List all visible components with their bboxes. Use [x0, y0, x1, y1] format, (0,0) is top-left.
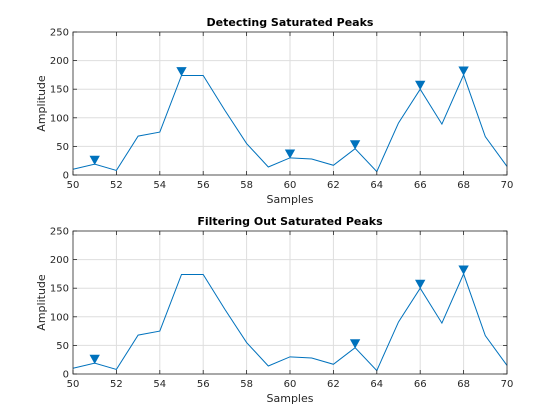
top-x-tick-label: 50	[67, 180, 80, 191]
bottom-x-tick-label: 50	[67, 379, 80, 390]
bottom-x-tick-label: 52	[110, 379, 123, 390]
top-x-tick-label: 56	[197, 180, 210, 191]
bottom-chart-title: Filtering Out Saturated Peaks	[197, 215, 383, 228]
top-y-tick-label: 250	[50, 28, 69, 39]
bottom-y-tick-label: 250	[50, 227, 69, 238]
top-y-axis-label: Amplitude	[35, 75, 48, 132]
top-x-tick-label: 60	[284, 180, 297, 191]
bottom-x-tick-label: 70	[501, 379, 514, 390]
bottom-peak-marker	[415, 279, 426, 290]
top-peak-marker	[415, 80, 426, 91]
bottom-y-axis-label: Amplitude	[35, 274, 48, 331]
top-y-tick-label: 100	[50, 113, 69, 124]
top-peak-marker	[176, 67, 187, 77]
top-axes: Detecting Saturated Peaks Samples Amplit…	[35, 16, 513, 206]
bottom-x-tick-label: 62	[327, 379, 340, 390]
bottom-x-tick-label: 60	[284, 379, 297, 390]
top-y-tick-label: 50	[56, 142, 69, 153]
top-x-tick-label: 52	[110, 180, 123, 191]
top-peak-marker	[349, 140, 361, 150]
bottom-y-tick-label: 200	[50, 255, 69, 266]
top-y-tick-label: 150	[50, 85, 69, 96]
bottom-peak-marker	[89, 354, 100, 364]
bottom-x-tick-label: 56	[197, 379, 210, 390]
top-peak-marker	[458, 66, 469, 76]
bottom-y-tick-label: 50	[56, 341, 69, 352]
top-peak-marker	[89, 155, 100, 165]
bottom-y-tick-label: 100	[50, 312, 69, 323]
top-chart-title: Detecting Saturated Peaks	[207, 16, 374, 29]
bottom-axes: Filtering Out Saturated Peaks Samples Am…	[35, 215, 513, 405]
bottom-series-line	[72, 272, 508, 372]
top-peak-marker	[284, 149, 296, 159]
top-x-tick-label: 70	[501, 180, 514, 191]
top-x-tick-label: 58	[240, 180, 253, 191]
bottom-x-axis-label: Samples	[267, 392, 314, 405]
top-x-tick-label: 64	[370, 180, 383, 191]
bottom-peak-marker	[349, 339, 361, 349]
top-x-tick-label: 66	[414, 180, 427, 191]
top-x-tick-label: 62	[327, 180, 340, 191]
top-y-tick-label: 0	[63, 171, 69, 182]
top-x-axis-label: Samples	[267, 193, 314, 206]
top-x-tick-label: 68	[457, 180, 470, 191]
top-y-tick-label: 200	[50, 56, 69, 67]
bottom-peak-marker	[458, 265, 469, 275]
bottom-x-tick-label: 58	[240, 379, 253, 390]
top-x-tick-label: 54	[153, 180, 166, 191]
bottom-y-tick-label: 0	[63, 370, 69, 381]
bottom-x-tick-label: 64	[370, 379, 383, 390]
bottom-x-tick-label: 66	[414, 379, 427, 390]
bottom-x-tick-label: 54	[153, 379, 166, 390]
bottom-y-tick-label: 150	[50, 284, 69, 295]
bottom-x-tick-label: 68	[457, 379, 470, 390]
